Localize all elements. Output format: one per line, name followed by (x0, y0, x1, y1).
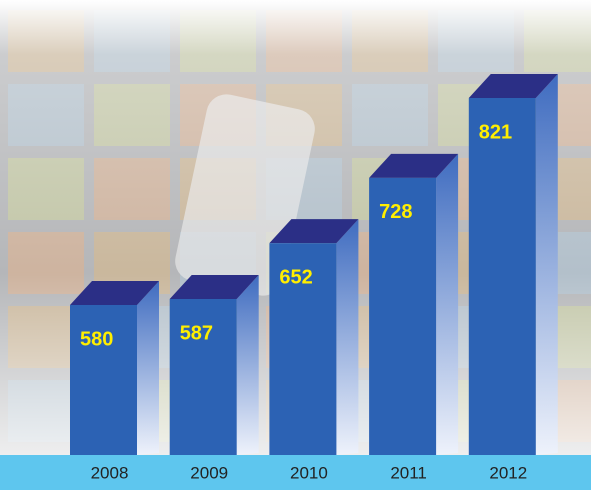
bar-top (269, 219, 359, 244)
bar (468, 98, 536, 455)
bar-side (137, 281, 159, 455)
bar-top (70, 281, 159, 305)
x-tick-label: 2012 (489, 463, 527, 482)
bar-side (336, 219, 359, 455)
bar-side (236, 274, 259, 455)
bar-top (468, 74, 558, 98)
value-label: 821 (479, 121, 512, 143)
x-tick-label: 2009 (190, 463, 228, 482)
value-label: 652 (279, 266, 312, 288)
category-strip (0, 455, 591, 490)
x-tick-label: 2008 (91, 463, 129, 482)
x-tick-label: 2011 (390, 463, 427, 482)
bar-top (369, 153, 459, 178)
value-label: 587 (180, 322, 213, 344)
bar-top (169, 274, 259, 299)
bar-side (535, 74, 558, 455)
bar (369, 177, 437, 455)
bar (269, 243, 337, 455)
bar (169, 298, 237, 455)
bar (70, 305, 137, 455)
bar-side (436, 153, 459, 455)
value-label: 580 (80, 328, 113, 350)
value-label: 728 (379, 201, 412, 223)
x-tick-label: 2010 (290, 463, 328, 482)
